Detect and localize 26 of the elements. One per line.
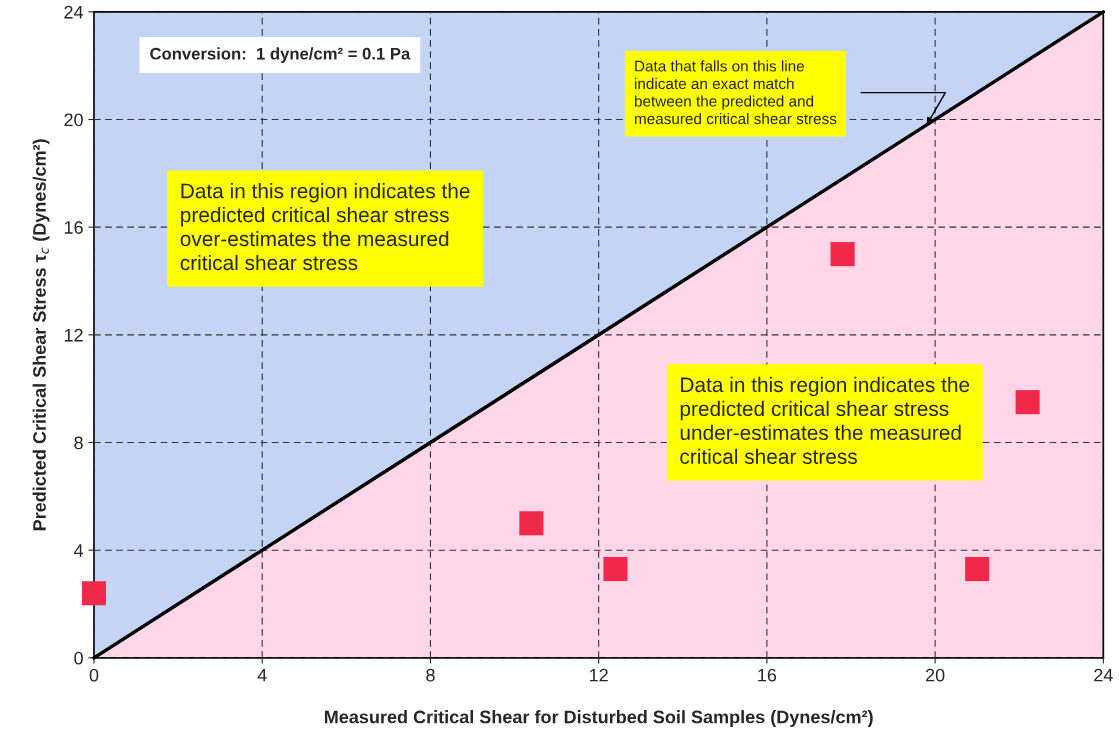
y-tick-label: 24 bbox=[64, 5, 84, 19]
annotation: Data in this region indicates the predicted critical shear stress under-estimates the measured critical shear stress bbox=[680, 376, 970, 464]
x-tick-label: 4 bbox=[257, 668, 267, 682]
y-tick-label: 4 bbox=[73, 544, 84, 557]
x-axis-title: Measured Critical Shear for Disturbed Soil Samples (Dynes/cm²) bbox=[324, 710, 873, 727]
y-tick-label: 0 bbox=[74, 651, 83, 665]
y-tick-label: 16 bbox=[64, 221, 83, 234]
point bbox=[519, 511, 544, 536]
y-tick-label: 12 bbox=[64, 328, 83, 342]
point bbox=[830, 242, 855, 267]
x-tick-label: 12 bbox=[590, 668, 608, 682]
point bbox=[603, 557, 628, 582]
annotation: Data in this region indicates the predicted critical shear stress over-estimates the measured critical shear stress bbox=[180, 183, 470, 271]
point bbox=[1015, 390, 1040, 415]
y-axis-title: Predicted Critical Shear Stress τ$_{c}$ (Dynes/cm²) bbox=[32, 139, 50, 531]
x-tick-label: 24 bbox=[1094, 668, 1113, 682]
y-tick-label: 8 bbox=[74, 436, 83, 450]
x-tick-label: 20 bbox=[925, 668, 945, 682]
x-tick-label: 16 bbox=[758, 668, 777, 682]
x-tick-label: 8 bbox=[426, 668, 435, 682]
y-tick-label: 20 bbox=[64, 113, 83, 127]
annotation: Data that falls on this line indicate an exact match between the predicted and measured critical shear stress bbox=[634, 60, 837, 125]
x-tick-label: 0 bbox=[89, 668, 99, 682]
point bbox=[965, 557, 990, 582]
point bbox=[81, 581, 107, 606]
annotation: Conversion: 1 dyne/cm² = 0.1 Pa bbox=[150, 47, 411, 63]
